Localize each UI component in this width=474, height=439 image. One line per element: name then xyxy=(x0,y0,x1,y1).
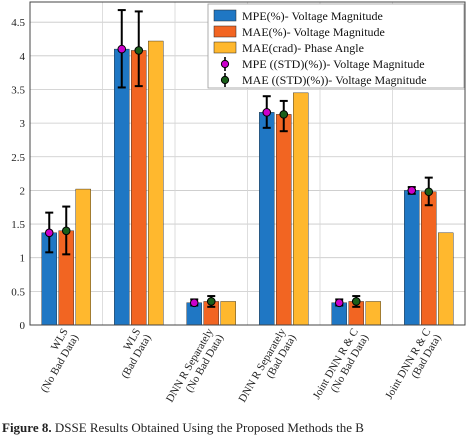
error-marker xyxy=(61,226,71,236)
x-tick-label: DNN R Separately(Bad Data) xyxy=(236,326,299,410)
error-marker xyxy=(189,298,199,308)
error-marker xyxy=(134,46,144,55)
legend-swatch xyxy=(213,9,237,22)
x-tick-label: Joint DNN R & C(No Bad Data) xyxy=(311,326,372,407)
y-tick-label: 1.5 xyxy=(11,219,25,231)
bar xyxy=(259,112,275,326)
x-axis: WLS(No Bad Data) WLS(Bad Data) DNN R Separ… xyxy=(28,326,444,410)
error-marker xyxy=(424,187,434,197)
error-marker xyxy=(279,110,289,119)
legend-label: MPE ((STD)(%))- Voltage Magnitude xyxy=(242,57,425,71)
bar xyxy=(114,48,130,326)
legend-label: MAE ((STD)(%))- Voltage Magnitude xyxy=(242,73,427,87)
bar xyxy=(404,190,420,326)
legend-label: MPE(%)- Voltage Magnitude xyxy=(242,9,383,23)
bar xyxy=(421,191,437,326)
error-marker xyxy=(117,44,127,54)
bar xyxy=(293,92,309,326)
legend-label: MAE(%)- Voltage Magnitude xyxy=(242,25,385,39)
legend-box xyxy=(207,3,465,89)
error-marker xyxy=(351,297,361,306)
x-tick-label: WLS(Bad Data) xyxy=(109,326,154,380)
y-axis: 0 0.5 1 1.5 2 2.5 3 3.5 4 4.5 xyxy=(11,17,25,332)
bar xyxy=(148,40,164,326)
error-marker xyxy=(407,186,417,195)
x-tick-label: WLS(No Bad Data) xyxy=(28,326,81,394)
legend-swatch xyxy=(213,41,237,54)
y-tick-label: 2 xyxy=(20,185,26,197)
y-tick-label: 0.5 xyxy=(11,286,25,298)
x-tick-label: Joint DNN R & C(Bad Data) xyxy=(383,326,444,407)
bar xyxy=(365,301,381,326)
bar xyxy=(276,114,292,326)
y-tick-label: 4.5 xyxy=(11,17,25,29)
y-tick-label: 1 xyxy=(20,253,26,265)
figure-caption: Figure 8. DSSE Results Obtained Using th… xyxy=(2,420,474,436)
bar xyxy=(220,301,236,326)
error-marker xyxy=(262,108,272,117)
caption-text: DSSE Results Obtained Using the Proposed… xyxy=(51,420,364,435)
error-marker xyxy=(44,228,54,238)
legend: MPE(%)- Voltage Magnitude MAE(%)- Voltage… xyxy=(207,3,465,89)
bar xyxy=(131,50,147,326)
y-tick-label: 4 xyxy=(20,51,26,63)
figure-label: Figure 8. xyxy=(2,420,52,435)
bar xyxy=(75,188,91,326)
error-bars xyxy=(44,9,434,308)
legend-swatch xyxy=(213,25,237,38)
legend-marker xyxy=(220,59,230,69)
legend-marker xyxy=(220,75,230,85)
error-marker xyxy=(206,297,216,306)
y-tick-label: 3 xyxy=(20,118,26,130)
x-tick-label: DNN R Separately(No Bad Data) xyxy=(164,326,227,410)
plot-frame xyxy=(29,1,466,326)
y-tick-label: 3.5 xyxy=(11,84,25,96)
legend-label: MAE(crad)- Phase Angle xyxy=(242,41,364,55)
bar xyxy=(438,232,454,326)
bar-chart: 0 0.5 1 1.5 2 2.5 3 3.5 4 4.5 WLS(No Bad Data) WLS… xyxy=(11,1,466,410)
y-tick-label: 2.5 xyxy=(11,152,25,164)
error-marker xyxy=(334,298,344,308)
y-tick-label: 0 xyxy=(20,320,26,332)
